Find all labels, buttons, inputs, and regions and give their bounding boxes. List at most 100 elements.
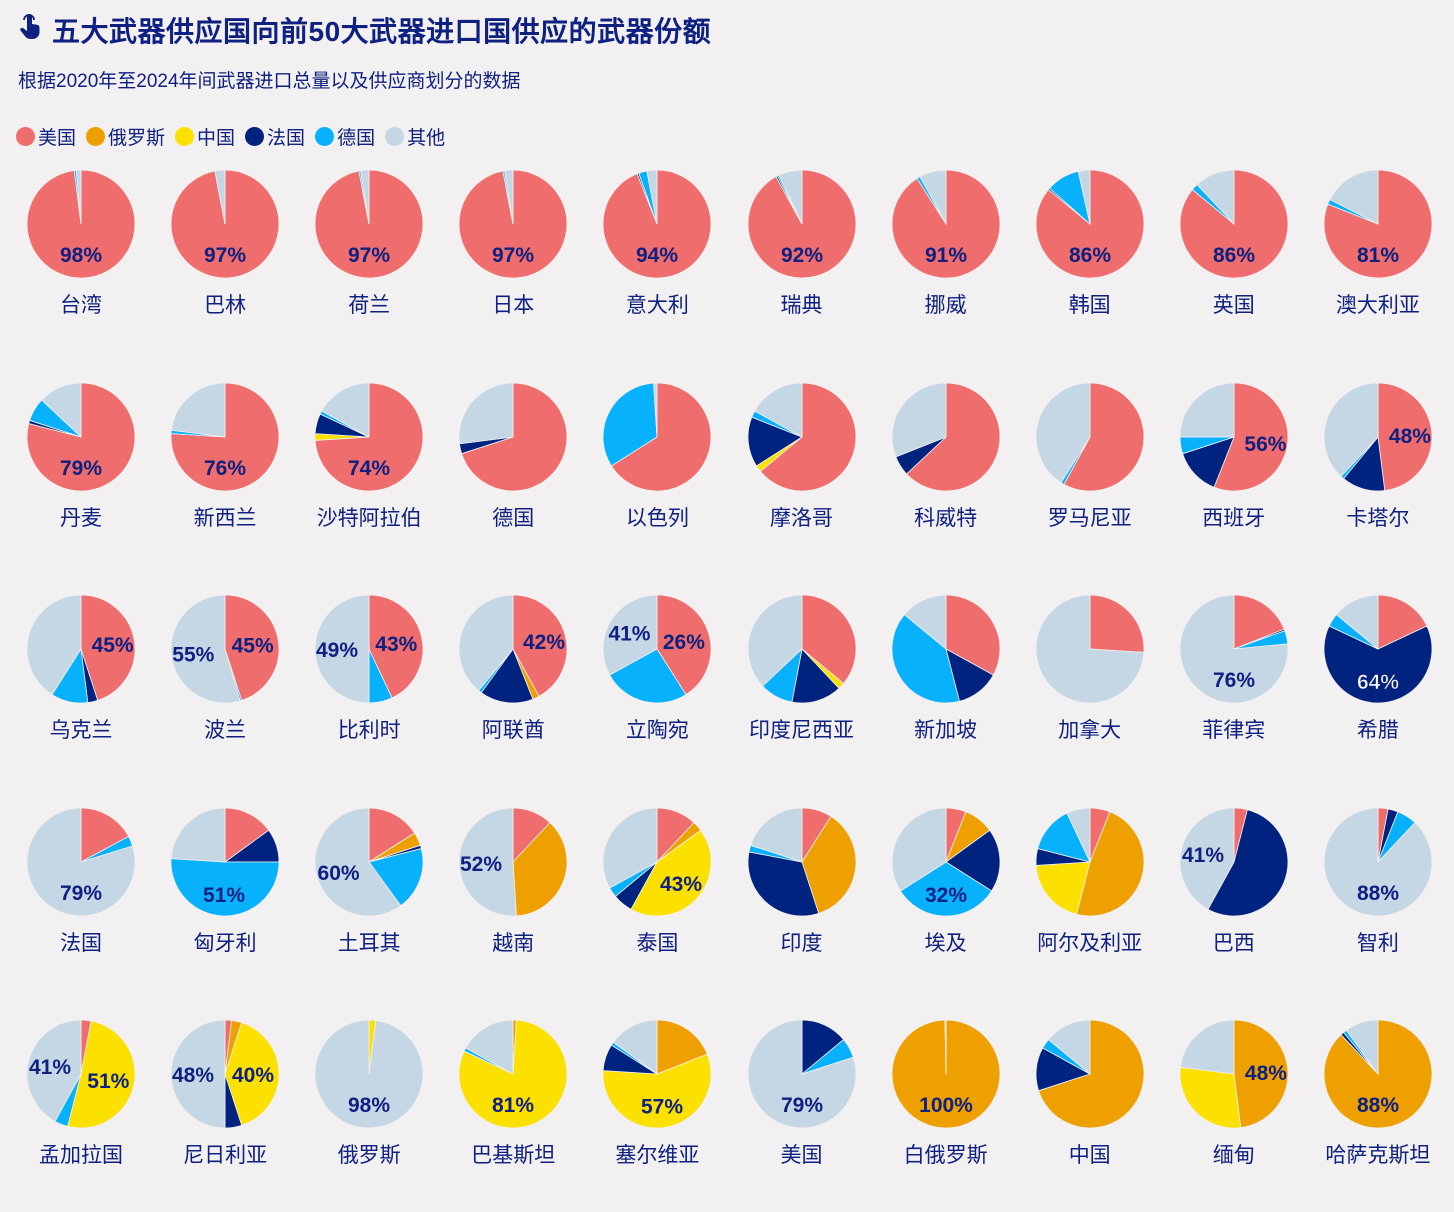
pie-slice-其他[interactable]: [903, 594, 946, 650]
pie-slice-其他[interactable]: [1345, 1019, 1379, 1076]
pie-chart-1[interactable]: 97% 巴林: [153, 169, 297, 322]
pie-slice-其他[interactable]: [1066, 807, 1091, 862]
pie-slice-法国[interactable]: [747, 416, 803, 466]
pie-slice-其他[interactable]: [1329, 169, 1379, 225]
pie-chart-27[interactable]: 加拿大: [1018, 594, 1162, 747]
pie-slice-美国[interactable]: [80, 807, 130, 863]
pie-slice-德国[interactable]: [899, 861, 992, 916]
pie-slice-德国[interactable]: [891, 614, 960, 704]
pie-slice-美国[interactable]: [759, 382, 856, 491]
pie-slice-其他[interactable]: [170, 807, 226, 862]
pie-chart-19[interactable]: 48% 卡塔尔: [1306, 382, 1450, 535]
pie-slice-其他[interactable]: [1047, 1019, 1091, 1075]
pie-slice-美国[interactable]: [368, 594, 424, 699]
pie-slice-其他[interactable]: [1323, 807, 1433, 916]
pie-chart-34[interactable]: 43% 泰国: [585, 807, 729, 960]
pie-chart-12[interactable]: 74% 沙特阿拉伯: [297, 382, 441, 535]
pie-chart-28[interactable]: 76% 菲律宾: [1162, 594, 1306, 747]
pie-slice-美国[interactable]: [1089, 594, 1145, 653]
pie-slice-其他[interactable]: [26, 1019, 82, 1122]
pie-slice-法国[interactable]: [1207, 808, 1289, 916]
pie-slice-其他[interactable]: [613, 1019, 658, 1075]
pie-slice-美国[interactable]: [1377, 594, 1428, 650]
pie-slice-其他[interactable]: [314, 1019, 424, 1129]
pie-slice-其他[interactable]: [603, 807, 658, 889]
pie-slice-其他[interactable]: [753, 382, 802, 438]
pie-slice-其他[interactable]: [360, 169, 370, 225]
pie-slice-美国[interactable]: [611, 382, 712, 491]
pie-slice-其他[interactable]: [314, 807, 402, 916]
pie-slice-法国[interactable]: [480, 648, 534, 704]
pie-chart-32[interactable]: 60% 土耳其: [297, 807, 441, 960]
pie-slice-其他[interactable]: [1196, 169, 1235, 226]
pie-chart-49[interactable]: 88% 哈萨克斯坦: [1306, 1019, 1450, 1172]
pie-slice-俄罗斯[interactable]: [656, 1019, 709, 1075]
pie-chart-6[interactable]: 91% 挪威: [874, 169, 1018, 322]
pie-slice-其他[interactable]: [170, 594, 241, 704]
pie-slice-其他[interactable]: [747, 1019, 856, 1129]
pie-chart-35[interactable]: 印度: [730, 807, 874, 960]
pie-slice-其他[interactable]: [26, 807, 136, 916]
pie-slice-德国[interactable]: [368, 847, 424, 906]
pie-slice-美国[interactable]: [80, 594, 136, 701]
pie-chart-40[interactable]: 41% 51% 孟加拉国: [9, 1019, 153, 1172]
pie-slice-其他[interactable]: [170, 1019, 226, 1129]
pie-slice-其他[interactable]: [891, 807, 946, 891]
pie-slice-其他[interactable]: [747, 594, 802, 687]
pie-slice-其他[interactable]: [1179, 382, 1235, 437]
pie-chart-8[interactable]: 86% 英国: [1162, 169, 1306, 322]
pie-chart-38[interactable]: 41% 巴西: [1162, 807, 1306, 960]
pie-chart-31[interactable]: 51% 匈牙利: [153, 807, 297, 960]
pie-slice-美国[interactable]: [512, 594, 568, 697]
pie-chart-4[interactable]: 94% 意大利: [585, 169, 729, 322]
pie-slice-其他[interactable]: [1179, 1019, 1235, 1075]
pie-slice-其他[interactable]: [171, 382, 226, 437]
pie-chart-41[interactable]: 48% 40% 尼日利亚: [153, 1019, 297, 1172]
pie-slice-法国[interactable]: [747, 850, 819, 916]
legend-item-ru[interactable]: 俄罗斯: [86, 123, 165, 150]
pie-chart-9[interactable]: 81% 澳大利亚: [1306, 169, 1450, 322]
pie-chart-44[interactable]: 57% 塞尔维亚: [585, 1019, 729, 1172]
pie-chart-48[interactable]: 48% 缅甸: [1162, 1019, 1306, 1172]
legend-item-fr[interactable]: 法国: [245, 123, 305, 150]
pie-slice-其他[interactable]: [458, 382, 514, 444]
pie-slice-美国[interactable]: [1213, 382, 1289, 491]
legend-item-other[interactable]: 其他: [385, 123, 445, 150]
pie-slice-美国[interactable]: [1233, 594, 1285, 650]
pie-slice-其他[interactable]: [944, 1019, 946, 1075]
pie-chart-5[interactable]: 92% 瑞典: [730, 169, 874, 322]
pie-slice-中国[interactable]: [67, 1020, 136, 1129]
pie-slice-法国[interactable]: [1323, 625, 1433, 704]
pie-slice-其他[interactable]: [458, 807, 518, 916]
pie-chart-10[interactable]: 79% 丹麦: [9, 382, 153, 535]
pie-slice-其他[interactable]: [214, 169, 226, 225]
legend-item-us[interactable]: 美国: [16, 123, 76, 150]
pie-chart-14[interactable]: 以色列: [585, 382, 729, 535]
pie-slice-美国[interactable]: [945, 594, 1000, 676]
pie-slice-其他[interactable]: [1179, 594, 1289, 704]
pie-chart-7[interactable]: 86% 韩国: [1018, 169, 1162, 322]
pie-slice-美国[interactable]: [224, 594, 280, 701]
pie-chart-33[interactable]: 52% 越南: [441, 807, 585, 960]
pie-slice-其他[interactable]: [314, 594, 370, 704]
pie-slice-其他[interactable]: [919, 169, 946, 225]
pie-chart-29[interactable]: 64% 希腊: [1306, 594, 1450, 747]
pie-slice-中国[interactable]: [1035, 861, 1091, 915]
pie-chart-30[interactable]: 79% 法国: [9, 807, 153, 960]
pie-slice-美国[interactable]: [368, 807, 416, 863]
pie-chart-24[interactable]: 41% 26% 立陶宛: [585, 594, 729, 747]
legend-item-cn[interactable]: 中国: [175, 123, 235, 150]
pie-chart-37[interactable]: 阿尔及利亚: [1018, 807, 1162, 960]
pie-chart-0[interactable]: 98% 台湾: [9, 169, 153, 322]
pie-chart-22[interactable]: 49% 43% 比利时: [297, 594, 441, 747]
legend-item-de[interactable]: 德国: [315, 123, 375, 150]
pie-chart-11[interactable]: 76% 新西兰: [153, 382, 297, 535]
pie-chart-36[interactable]: 32% 埃及: [874, 807, 1018, 960]
pie-chart-25[interactable]: 印度尼西亚: [730, 594, 874, 747]
pie-slice-德国[interactable]: [603, 382, 658, 466]
pie-chart-21[interactable]: 55% 45% 波兰: [153, 594, 297, 747]
pie-slice-德国[interactable]: [170, 857, 280, 916]
pie-chart-18[interactable]: 56% 西班牙: [1162, 382, 1306, 535]
pie-chart-23[interactable]: 42% 阿联酋: [441, 594, 585, 747]
pie-chart-2[interactable]: 97% 荷兰: [297, 169, 441, 322]
